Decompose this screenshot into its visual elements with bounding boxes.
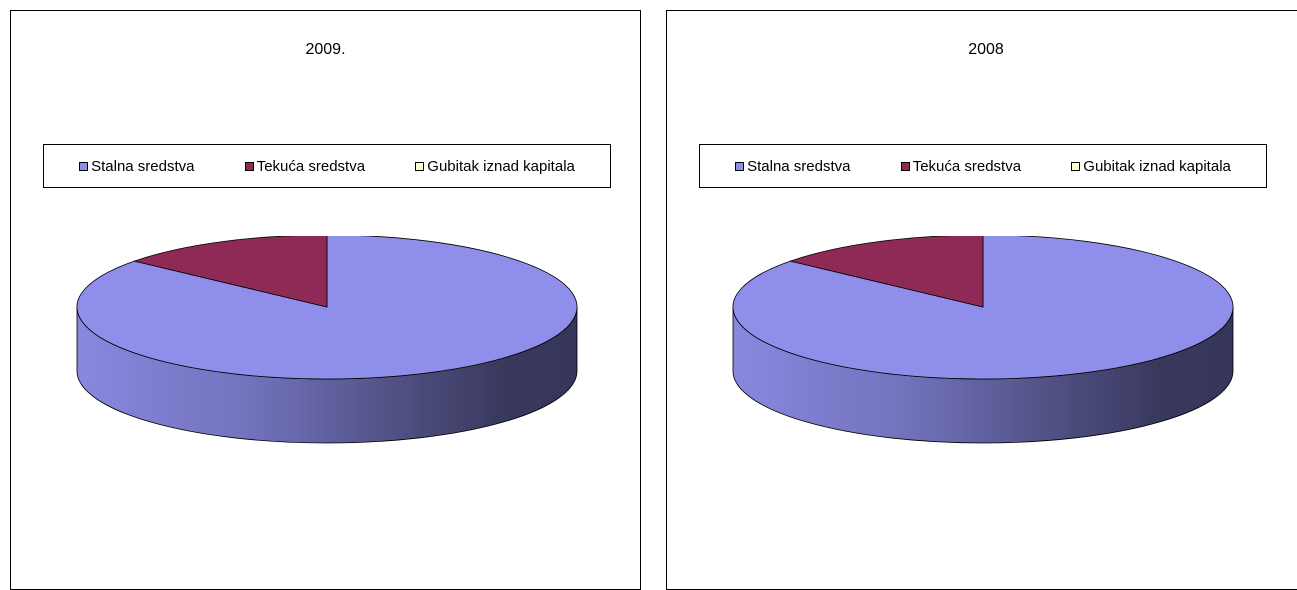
legend-swatch xyxy=(244,161,254,171)
legend-item-gubitak: Gubitak iznad kapitala xyxy=(415,158,575,175)
legend-label: Gubitak iznad kapitala xyxy=(427,157,575,175)
legend-swatch xyxy=(415,161,425,171)
legend-label: Stalna sredstva xyxy=(91,157,195,175)
legend-swatch xyxy=(900,161,910,171)
chart-title: 2009. xyxy=(305,41,346,58)
legend-item-tekuca: Tekuća sredstva xyxy=(244,157,366,175)
pie-chart-2008 xyxy=(732,236,1234,444)
pie-slice-0 xyxy=(76,236,578,380)
legend-item-stalna: Stalna sredstva xyxy=(735,158,850,175)
legend-swatch xyxy=(735,161,745,171)
pie-slice-0 xyxy=(732,236,1234,380)
legend-item-gubitak: Gubitak iznad kapitala xyxy=(1071,158,1231,175)
legend-label: Tekuća sredstva xyxy=(912,157,1022,175)
chart-legend: Stalna sredstva Tekuća sredstva Gubitak … xyxy=(43,144,611,188)
legend-label: Stalna sredstva xyxy=(747,157,851,175)
legend-label: Gubitak iznad kapitala xyxy=(1083,157,1231,175)
legend-item-tekuca: Tekuća sredstva xyxy=(900,157,1022,175)
pie-slice-1 xyxy=(788,236,984,308)
legend-item-stalna: Stalna sredstva xyxy=(79,158,194,175)
chart-legend: Stalna sredstva Tekuća sredstva Gubitak … xyxy=(699,144,1267,188)
pie-slice-1 xyxy=(132,236,328,308)
chart-panel-2009: 2009. Stalna sredstva Tekuća sredstva Gu… xyxy=(10,10,641,590)
chart-title: 2008 xyxy=(968,41,1004,58)
legend-swatch xyxy=(79,161,89,171)
pie-chart-2009 xyxy=(76,236,578,444)
legend-swatch xyxy=(1071,161,1081,171)
chart-panel-2008: 2008 Stalna sredstva Tekuća sredstva Gub… xyxy=(666,10,1297,590)
legend-label: Tekuća sredstva xyxy=(256,157,366,175)
